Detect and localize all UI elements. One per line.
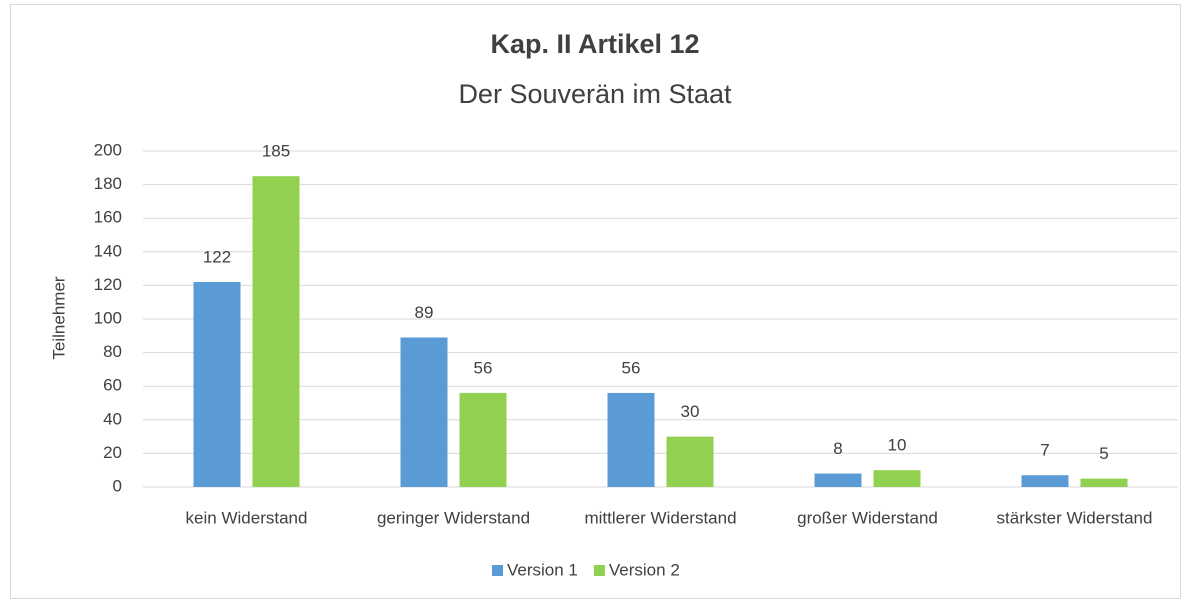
y-axis-label: Teilnehmer (49, 276, 68, 359)
data-label: 5 (1099, 444, 1108, 463)
y-tick-label: 100 (94, 308, 122, 327)
y-tick-label: 60 (103, 376, 122, 395)
y-tick-label: 0 (113, 476, 122, 495)
bar (252, 176, 300, 487)
x-tick-label: kein Widerstand (186, 508, 308, 527)
data-label: 89 (415, 303, 434, 322)
data-label: 7 (1040, 441, 1049, 460)
legend-label: Version 2 (609, 560, 680, 579)
x-tick-label: stärkster Widerstand (997, 508, 1153, 527)
y-tick-label: 40 (103, 409, 122, 428)
bar (666, 436, 714, 487)
bar (873, 470, 921, 487)
y-tick-label: 180 (94, 174, 122, 193)
y-tick-label: 20 (103, 443, 122, 462)
data-label: 56 (474, 358, 493, 377)
data-label: 30 (681, 402, 700, 421)
data-label: 10 (888, 436, 907, 455)
data-label: 122 (203, 248, 231, 267)
x-tick-label: mittlerer Widerstand (584, 508, 736, 527)
chart-subtitle: Der Souverän im Staat (458, 79, 732, 109)
x-tick-label: großer Widerstand (797, 508, 938, 527)
chart-title: Kap. II Artikel 12 (490, 29, 699, 59)
x-tick-label: geringer Widerstand (377, 508, 530, 527)
y-tick-label: 80 (103, 342, 122, 361)
data-label: 185 (262, 142, 290, 161)
y-tick-label: 200 (94, 140, 122, 159)
data-label: 8 (833, 439, 842, 458)
legend-label: Version 1 (507, 560, 578, 579)
legend-swatch (492, 565, 503, 576)
data-label: 56 (622, 358, 641, 377)
bar (1080, 478, 1128, 487)
y-tick-label: 140 (94, 241, 122, 260)
bar (459, 392, 507, 487)
bar (193, 282, 241, 487)
bar (607, 392, 655, 487)
legend-swatch (593, 565, 605, 576)
bar (400, 337, 448, 487)
bar (814, 473, 862, 487)
bar (1021, 475, 1069, 487)
y-tick-label: 160 (94, 208, 122, 227)
y-tick-label: 120 (94, 275, 122, 294)
